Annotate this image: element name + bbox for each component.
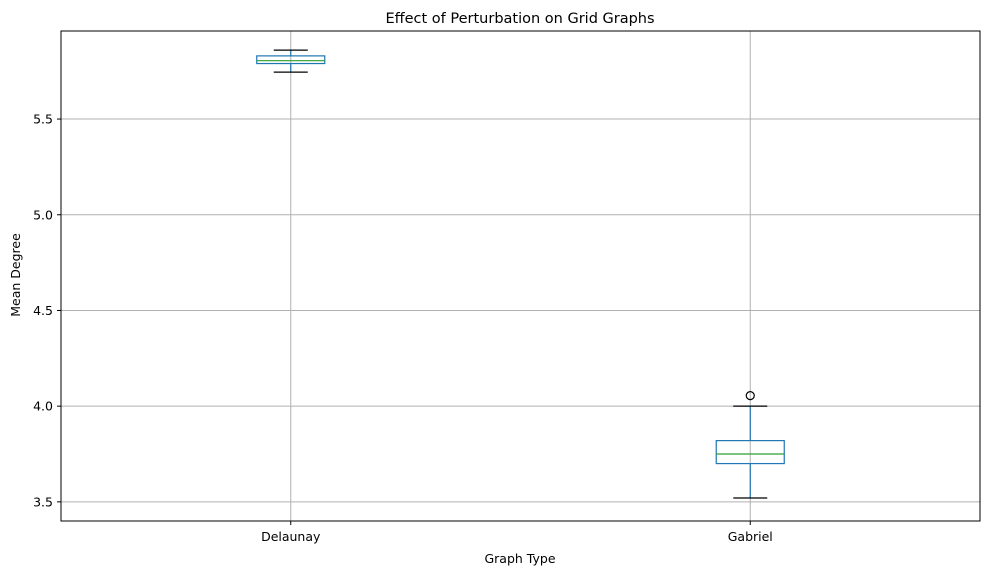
x-tick-label: Delaunay (261, 529, 321, 544)
x-axis-ticks: Delaunay Gabriel (261, 521, 773, 544)
y-tick-label: 5.5 (33, 112, 53, 127)
box-group-gabriel (715, 391, 785, 499)
y-tick-label: 4.5 (33, 303, 53, 318)
y-axis-label: Mean Degree (8, 233, 23, 317)
y-axis-ticks: 3.5 4.0 4.5 5.0 5.5 (33, 112, 61, 509)
plot-frame (60, 30, 981, 522)
iqr-box (256, 55, 326, 65)
outlier-point (745, 391, 755, 401)
y-tick-label: 5.0 (33, 207, 53, 222)
box-series (256, 49, 785, 499)
box-group-delaunay (256, 49, 326, 73)
chart-title: Effect of Perturbation on Grid Graphs (385, 11, 654, 27)
y-tick-label: 4.0 (33, 399, 53, 414)
iqr-box (715, 440, 785, 465)
grid-lines (61, 31, 980, 521)
x-axis-label: Graph Type (484, 551, 555, 566)
y-tick-label: 3.5 (33, 494, 53, 509)
x-tick-label: Gabriel (728, 529, 773, 544)
